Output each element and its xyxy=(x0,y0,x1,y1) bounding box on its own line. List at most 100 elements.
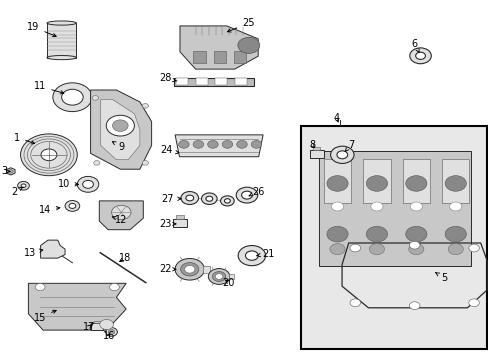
Text: 6: 6 xyxy=(411,39,418,53)
Circle shape xyxy=(408,241,419,249)
Circle shape xyxy=(444,226,466,242)
Circle shape xyxy=(8,170,13,173)
Circle shape xyxy=(193,140,203,148)
Bar xyxy=(91,323,102,330)
Text: 9: 9 xyxy=(112,141,124,152)
Circle shape xyxy=(447,244,463,255)
Circle shape xyxy=(224,199,230,203)
Ellipse shape xyxy=(47,21,76,25)
Circle shape xyxy=(112,120,128,131)
Circle shape xyxy=(105,328,117,336)
Circle shape xyxy=(245,251,258,260)
Circle shape xyxy=(212,271,225,282)
Circle shape xyxy=(236,187,257,203)
Text: 13: 13 xyxy=(24,248,43,258)
Circle shape xyxy=(77,176,99,192)
Text: 1: 1 xyxy=(14,132,35,144)
Polygon shape xyxy=(99,201,143,230)
Circle shape xyxy=(444,176,466,191)
Text: 20: 20 xyxy=(222,278,235,288)
Circle shape xyxy=(326,176,347,191)
Text: 3: 3 xyxy=(1,166,10,176)
Circle shape xyxy=(65,201,80,211)
Circle shape xyxy=(180,262,199,276)
Circle shape xyxy=(349,244,360,252)
Circle shape xyxy=(61,89,83,105)
Circle shape xyxy=(251,140,261,148)
Bar xyxy=(402,159,429,203)
Circle shape xyxy=(349,299,360,307)
Circle shape xyxy=(409,48,430,64)
Polygon shape xyxy=(175,135,263,157)
Circle shape xyxy=(109,283,119,291)
Circle shape xyxy=(207,140,218,148)
Bar xyxy=(94,321,100,323)
Circle shape xyxy=(408,244,423,255)
Circle shape xyxy=(237,37,259,53)
Bar xyxy=(233,50,246,63)
Circle shape xyxy=(468,299,478,307)
Circle shape xyxy=(82,180,93,188)
Bar xyxy=(172,219,187,227)
Text: 18: 18 xyxy=(119,253,131,264)
Circle shape xyxy=(41,149,57,161)
Ellipse shape xyxy=(47,55,76,60)
Circle shape xyxy=(409,202,422,211)
Text: 15: 15 xyxy=(34,310,56,323)
Bar xyxy=(203,266,210,273)
Circle shape xyxy=(329,244,345,255)
Circle shape xyxy=(92,96,98,100)
Circle shape xyxy=(415,52,425,59)
Text: 26: 26 xyxy=(248,186,264,197)
Circle shape xyxy=(35,283,45,291)
Circle shape xyxy=(336,151,347,159)
Polygon shape xyxy=(41,240,65,258)
Circle shape xyxy=(69,203,76,208)
Text: 22: 22 xyxy=(159,264,176,274)
Circle shape xyxy=(53,83,92,112)
Bar xyxy=(441,159,468,203)
Circle shape xyxy=(238,246,265,266)
Circle shape xyxy=(405,226,426,242)
Circle shape xyxy=(468,244,478,252)
Circle shape xyxy=(220,196,234,206)
Circle shape xyxy=(370,202,382,211)
Text: 8: 8 xyxy=(308,140,314,150)
Polygon shape xyxy=(180,26,258,69)
Circle shape xyxy=(208,269,229,284)
Circle shape xyxy=(215,274,223,279)
Circle shape xyxy=(18,181,29,190)
Text: 5: 5 xyxy=(435,273,446,283)
Circle shape xyxy=(449,202,461,211)
Circle shape xyxy=(366,176,387,191)
Bar xyxy=(309,150,323,158)
Circle shape xyxy=(175,258,204,280)
Polygon shape xyxy=(90,90,151,169)
Bar xyxy=(176,215,183,219)
Text: 25: 25 xyxy=(227,18,254,32)
Circle shape xyxy=(100,319,113,329)
Text: 19: 19 xyxy=(27,22,56,37)
Polygon shape xyxy=(101,99,140,160)
Text: 11: 11 xyxy=(34,81,64,94)
Bar xyxy=(173,78,254,86)
Text: 12: 12 xyxy=(112,215,127,225)
Circle shape xyxy=(142,104,148,108)
Circle shape xyxy=(368,244,384,255)
Text: 4: 4 xyxy=(333,113,339,123)
Circle shape xyxy=(366,226,387,242)
Circle shape xyxy=(405,176,426,191)
Bar xyxy=(313,148,320,150)
Polygon shape xyxy=(28,283,126,330)
Circle shape xyxy=(185,195,193,201)
Circle shape xyxy=(178,140,189,148)
Circle shape xyxy=(184,266,195,273)
Bar xyxy=(234,78,246,85)
Text: 23: 23 xyxy=(159,219,176,229)
Circle shape xyxy=(222,140,232,148)
Bar xyxy=(193,50,205,63)
Text: 27: 27 xyxy=(161,194,181,204)
Circle shape xyxy=(326,226,347,242)
Circle shape xyxy=(20,134,77,176)
Text: 14: 14 xyxy=(39,204,60,215)
